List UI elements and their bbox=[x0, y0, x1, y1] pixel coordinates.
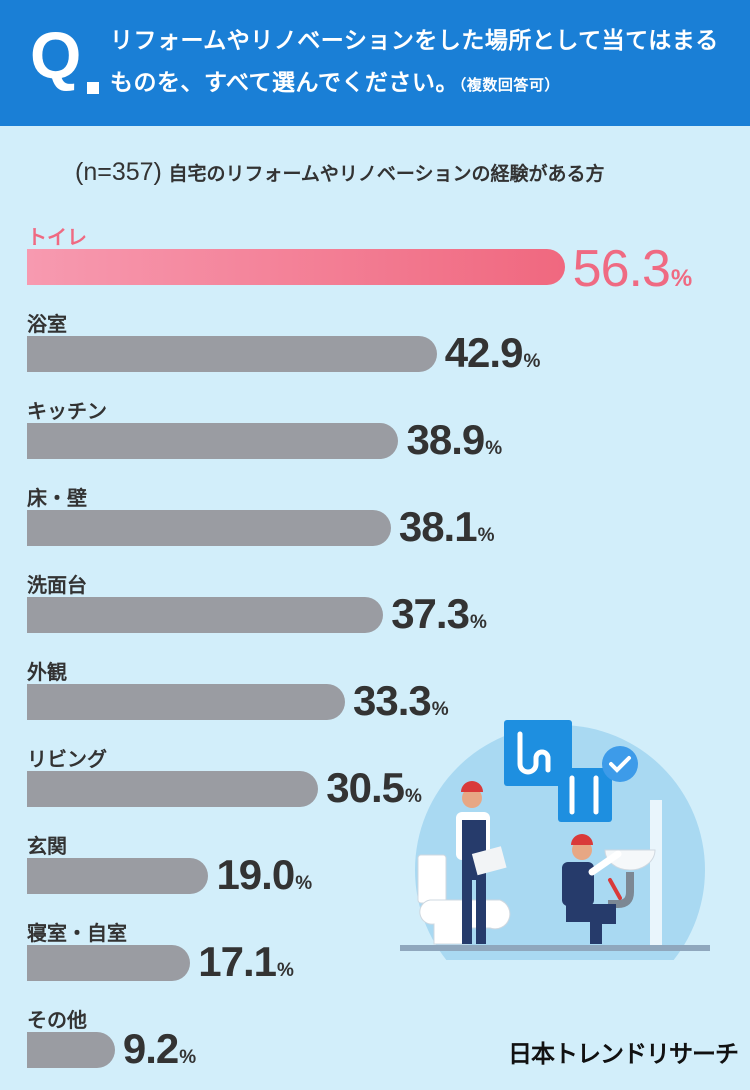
brand-logo: 日本トレンドリサーチ bbox=[508, 1040, 739, 1068]
plumber-kneeling-icon bbox=[562, 834, 622, 944]
bar bbox=[27, 858, 209, 894]
value-number: 17.1 bbox=[198, 938, 277, 985]
check-icon bbox=[602, 746, 638, 782]
category-label: 玄関 bbox=[27, 834, 67, 858]
value-label: 17.1% bbox=[198, 941, 294, 983]
wrench-icon bbox=[558, 768, 612, 822]
category-label: リビング bbox=[27, 747, 107, 771]
bar bbox=[27, 597, 384, 633]
value-unit: % bbox=[485, 438, 503, 459]
pipe-icon bbox=[504, 720, 572, 786]
category-label: キッチン bbox=[27, 399, 107, 423]
value-number: 9.2 bbox=[122, 1025, 179, 1072]
value-unit: % bbox=[277, 960, 294, 981]
category-label: 外観 bbox=[27, 660, 67, 684]
category-label: 床・壁 bbox=[27, 486, 87, 510]
value-label: 37.3% bbox=[391, 593, 487, 635]
value-unit: % bbox=[469, 612, 487, 633]
sample-description: 自宅のリフォームやリノベーションの経験がある方 bbox=[168, 163, 605, 185]
bar bbox=[27, 945, 191, 981]
value-unit: % bbox=[477, 525, 495, 546]
bar bbox=[27, 771, 319, 807]
question-header: Q リフォームやリノベーションをした場所として当てはまるものを、すべて選んでくだ… bbox=[0, 0, 750, 126]
value-label: 56.3% bbox=[573, 243, 693, 295]
value-number: 38.1 bbox=[398, 503, 478, 550]
category-label: 浴室 bbox=[27, 312, 67, 336]
value-number: 33.3 bbox=[353, 677, 432, 724]
ground-line bbox=[400, 945, 710, 951]
category-label: トイレ bbox=[27, 225, 87, 249]
bar bbox=[27, 249, 565, 285]
value-label: 42.9% bbox=[445, 332, 541, 374]
value-number: 56.3 bbox=[572, 240, 671, 298]
value-unit: % bbox=[179, 1047, 197, 1068]
value-unit: % bbox=[523, 351, 541, 372]
sample-size: (n=357) bbox=[75, 158, 162, 186]
q-letter: Q bbox=[30, 18, 82, 92]
value-unit: % bbox=[670, 265, 693, 292]
bar bbox=[27, 336, 437, 372]
value-label: 38.9% bbox=[406, 419, 502, 461]
bar bbox=[27, 423, 399, 459]
category-label: 洗面台 bbox=[27, 573, 87, 597]
value-unit: % bbox=[295, 873, 313, 894]
value-label: 30.5% bbox=[326, 767, 422, 809]
value-number: 19.0 bbox=[216, 851, 295, 898]
q-dot bbox=[87, 82, 99, 94]
plumber-standing-icon bbox=[456, 781, 507, 944]
value-number: 37.3 bbox=[391, 590, 470, 637]
value-label: 9.2% bbox=[123, 1028, 196, 1070]
value-number: 38.9 bbox=[406, 416, 485, 463]
question-note: （複数回答可） bbox=[458, 76, 560, 94]
category-label: その他 bbox=[27, 1008, 87, 1032]
wall-panel bbox=[650, 800, 662, 945]
value-unit: % bbox=[405, 786, 422, 807]
bar bbox=[27, 684, 345, 720]
sample-subtitle: (n=357) 自宅のリフォームやリノベーションの経験がある方 bbox=[75, 158, 605, 187]
plumber-illustration bbox=[400, 720, 710, 960]
value-number: 30.5 bbox=[326, 764, 405, 811]
value-label: 33.3% bbox=[353, 680, 449, 722]
category-label: 寝室・自室 bbox=[27, 921, 127, 945]
question-text: リフォームやリノベーションをした場所として当てはまるものを、すべて選んでください… bbox=[110, 20, 740, 106]
value-number: 42.9 bbox=[444, 329, 524, 376]
value-label: 19.0% bbox=[216, 854, 312, 896]
bar bbox=[27, 1032, 115, 1068]
bar bbox=[27, 510, 391, 546]
bar-chart: トイレ 56.3% 浴室 42.9% キッチン 38.9% 床・壁 38.1% 洗面台 37.3%… bbox=[0, 215, 750, 1075]
question-main: リフォームやリノベーションをした場所として当てはまるものを、すべて選んでください… bbox=[110, 28, 719, 96]
value-unit: % bbox=[431, 699, 449, 720]
value-label: 38.1% bbox=[399, 506, 495, 548]
